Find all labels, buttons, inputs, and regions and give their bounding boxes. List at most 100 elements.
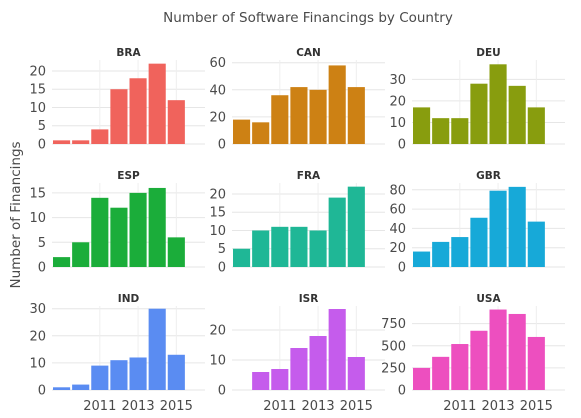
y-tick-label-can: 40 — [209, 83, 226, 98]
bar-fra-2013 — [309, 230, 327, 267]
y-tick-label-gbr: 0 — [398, 261, 406, 276]
x-tick-label: 2013 — [482, 399, 515, 414]
panel-label-usa: USA — [476, 293, 501, 305]
y-tick-label-can: 60 — [209, 56, 226, 71]
bar-can-2014 — [328, 65, 346, 144]
bar-can-2009 — [233, 119, 251, 144]
x-tick-label: 2015 — [520, 399, 553, 414]
bar-gbr-2015 — [527, 221, 545, 267]
y-tick-label-usa: 250 — [381, 361, 406, 376]
bar-can-2015 — [347, 87, 365, 144]
panel-ind: IND 0 10 20 30 2011 2013 2015 — [29, 293, 205, 414]
bar-bra-2011 — [91, 129, 109, 144]
bar-bra-2009 — [53, 140, 71, 144]
y-tick-label-usa: 750 — [381, 317, 406, 332]
y-tick-label-deu: 0 — [398, 138, 406, 153]
bar-gbr-2011 — [451, 237, 469, 267]
y-tick-label-isr: 10 — [209, 354, 226, 369]
bar-can-2013 — [309, 89, 327, 144]
bar-isr-2011 — [271, 369, 289, 390]
x-tick-label: 2011 — [443, 399, 476, 414]
panel-label-fra: FRA — [297, 170, 321, 182]
bar-fra-2009 — [233, 248, 251, 267]
panel-isr: ISR 0 10 20 2011 2013 2015 — [209, 293, 385, 414]
y-tick-label-ind: 30 — [29, 302, 46, 317]
y-tick-label-deu: 30 — [389, 73, 406, 88]
bar-usa-2013 — [489, 309, 507, 390]
y-tick-label-bra: 10 — [29, 101, 46, 116]
panel-grid: BRA 0 5 10 15 20 CAN 0 20 40 60 DEU 0 10 20 30 ESP 0 5 10 15… — [29, 47, 565, 414]
bar-fra-2012 — [290, 226, 308, 267]
bar-bra-2014 — [148, 63, 166, 144]
x-tick-label: 2013 — [122, 399, 155, 414]
panel-usa: USA 0 250 500 750 2011 2013 2015 — [381, 293, 565, 414]
bar-isr-2012 — [290, 348, 308, 390]
y-tick-label-bra: 15 — [29, 83, 46, 98]
bar-esp-2011 — [91, 197, 109, 267]
bar-isr-2013 — [309, 336, 327, 390]
x-tick-label: 2011 — [263, 399, 296, 414]
y-tick-label-ind: 0 — [38, 384, 46, 399]
y-tick-label-can: 0 — [218, 138, 226, 153]
y-tick-label-fra: 15 — [209, 206, 226, 221]
x-tick-label: 2013 — [302, 399, 335, 414]
y-tick-label-fra: 20 — [209, 187, 226, 202]
bar-gbr-2013 — [489, 190, 507, 267]
panel-bra: BRA 0 5 10 15 20 — [29, 47, 205, 153]
bar-deu-2009 — [413, 107, 431, 144]
bar-usa-2012 — [470, 330, 488, 390]
panel-label-ind: IND — [118, 293, 140, 305]
y-tick-label-gbr: 40 — [389, 222, 406, 237]
y-tick-label-gbr: 80 — [389, 183, 406, 198]
panel-deu: DEU 0 10 20 30 — [389, 47, 565, 153]
y-tick-label-bra: 0 — [38, 138, 46, 153]
bar-isr-2010 — [252, 372, 270, 390]
bar-usa-2009 — [413, 367, 431, 390]
panel-label-esp: ESP — [117, 170, 140, 182]
panel-label-bra: BRA — [116, 47, 141, 59]
panel-label-can: CAN — [296, 47, 321, 59]
bar-can-2010 — [252, 122, 270, 144]
bar-fra-2014 — [328, 197, 346, 267]
bar-esp-2014 — [148, 187, 166, 267]
y-tick-label-isr: 20 — [209, 324, 226, 339]
y-tick-label-usa: 500 — [381, 339, 406, 354]
bar-ind-2014 — [148, 308, 166, 390]
bar-bra-2015 — [167, 100, 185, 144]
bar-fra-2010 — [252, 230, 270, 267]
x-tick-label: 2015 — [340, 399, 373, 414]
bar-deu-2013 — [489, 64, 507, 144]
y-tick-label-gbr: 20 — [389, 241, 406, 256]
bar-gbr-2012 — [470, 217, 488, 267]
y-tick-label-usa: 0 — [398, 384, 406, 399]
y-tick-label-ind: 10 — [29, 356, 46, 371]
bar-can-2012 — [290, 87, 308, 144]
y-tick-label-deu: 20 — [389, 94, 406, 109]
bar-usa-2015 — [527, 336, 545, 390]
x-tick-label: 2011 — [83, 399, 116, 414]
bar-deu-2012 — [470, 83, 488, 144]
bar-esp-2012 — [110, 207, 128, 267]
bar-deu-2015 — [527, 107, 545, 144]
bar-usa-2010 — [432, 356, 450, 390]
bar-deu-2011 — [451, 118, 469, 144]
bar-can-2011 — [271, 95, 289, 144]
y-tick-label-esp: 0 — [38, 261, 46, 276]
bar-esp-2013 — [129, 192, 147, 267]
y-tick-label-deu: 10 — [389, 116, 406, 131]
bar-fra-2015 — [347, 186, 365, 267]
chart-title: Number of Software Financings by Country — [163, 10, 453, 26]
bar-isr-2015 — [347, 357, 365, 390]
bar-esp-2015 — [167, 237, 185, 267]
bar-bra-2010 — [72, 140, 90, 144]
y-tick-label-esp: 15 — [29, 186, 46, 201]
bar-bra-2013 — [129, 78, 147, 144]
bar-ind-2010 — [72, 384, 90, 390]
y-tick-label-fra: 10 — [209, 224, 226, 239]
bar-ind-2013 — [129, 357, 147, 390]
y-tick-label-ind: 20 — [29, 329, 46, 344]
y-tick-label-bra: 20 — [29, 64, 46, 79]
bar-isr-2014 — [328, 309, 346, 390]
bar-ind-2015 — [167, 354, 185, 390]
